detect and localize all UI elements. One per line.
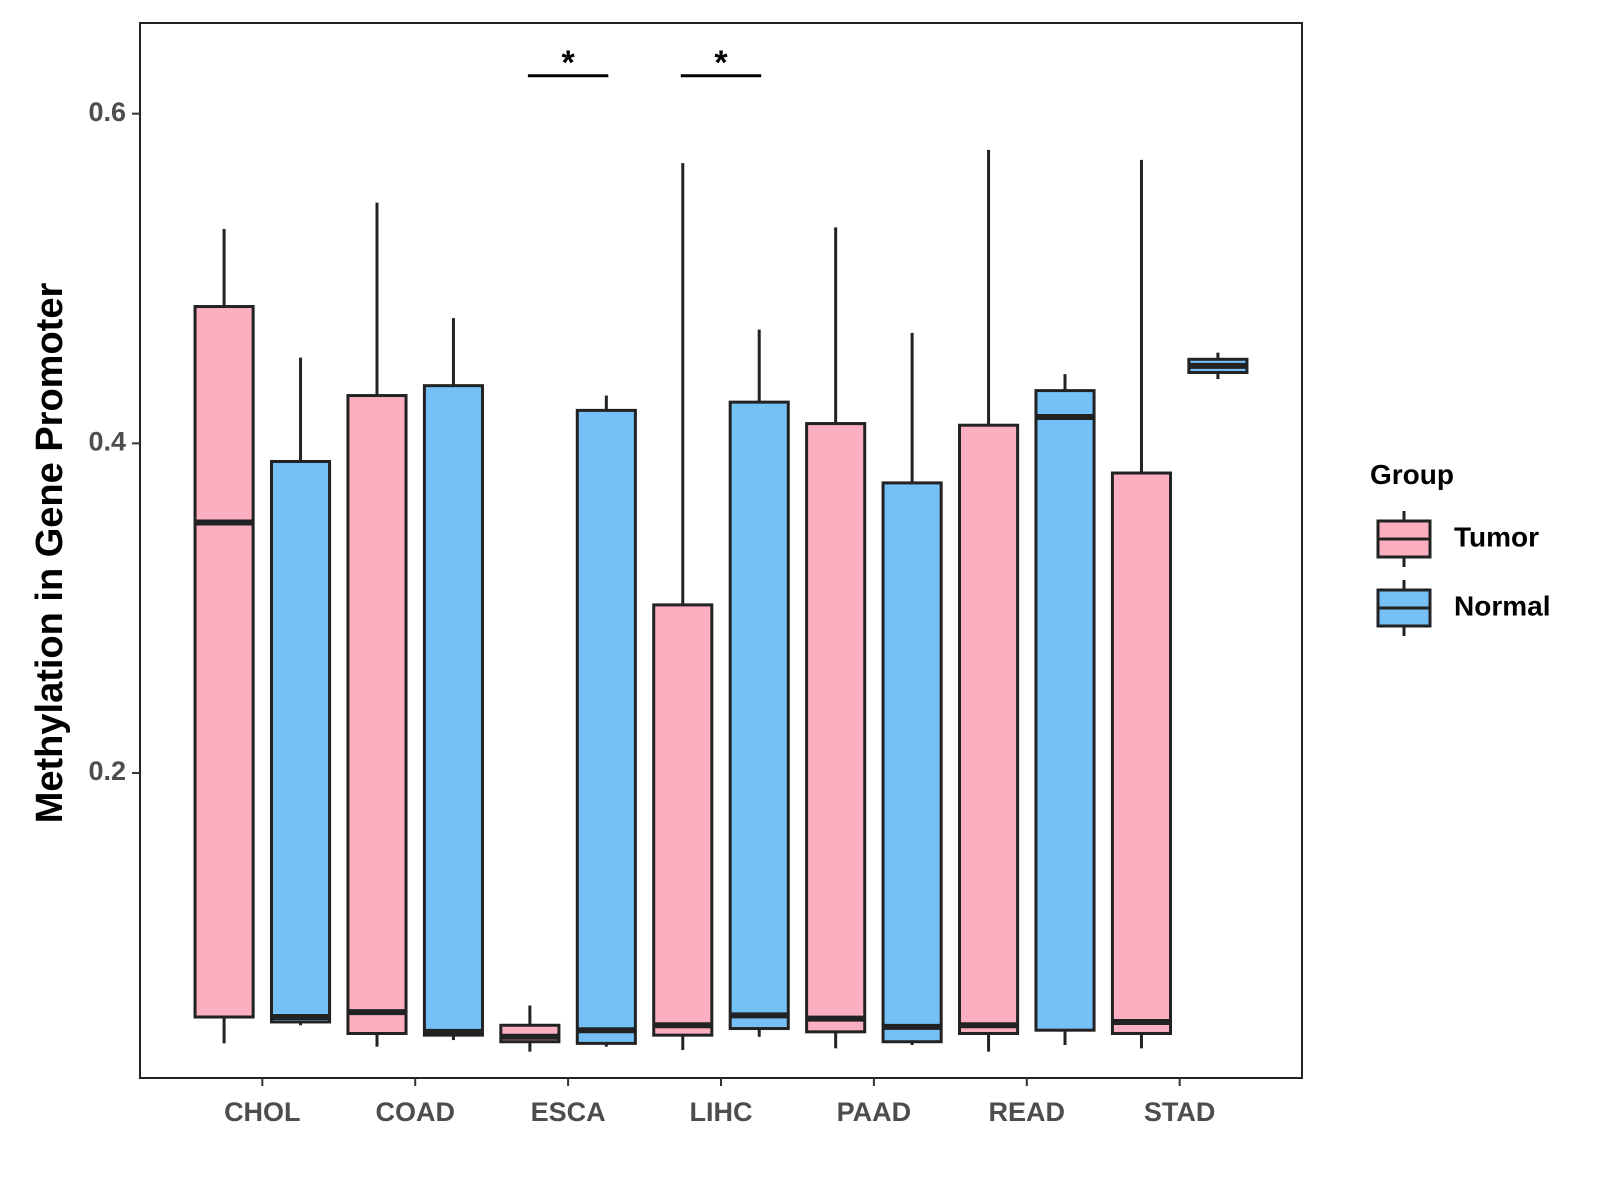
box-tumor-stad (1110, 159, 1173, 1049)
box-tumor-lihc (652, 163, 714, 1050)
x-tick-label: LIHC (690, 1097, 753, 1127)
box-iqr (193, 305, 255, 1019)
y-tick-label: 0.4 (88, 426, 126, 456)
x-tick-label: PAAD (837, 1097, 912, 1127)
box-iqr (958, 423, 1020, 1035)
box-normal-lihc (728, 329, 790, 1037)
legend-key-tumor (1376, 511, 1432, 567)
legend-key-normal (1376, 580, 1432, 636)
box-iqr (881, 481, 943, 1044)
legend-label-tumor: Tumor (1454, 521, 1539, 552)
box-normal-stad (1187, 352, 1249, 380)
significance-star: * (714, 44, 728, 82)
box-tumor-coad (346, 202, 408, 1047)
box-tumor-chol (193, 229, 255, 1044)
x-tick-label: COAD (375, 1097, 455, 1127)
box-normal-paad (881, 332, 943, 1046)
plot-panel (139, 22, 1303, 1079)
box-iqr (652, 603, 714, 1037)
box-iqr (1110, 471, 1173, 1035)
x-axis: CHOL COAD ESCA LIHC PAAD READ STAD (224, 1078, 1215, 1127)
x-tick-label: CHOL (224, 1097, 301, 1127)
box-normal-esca (575, 395, 637, 1047)
box-tumor-esca (499, 1005, 561, 1052)
box-iqr (728, 400, 790, 1031)
y-axis: 0.2 0.4 0.6 (88, 97, 140, 786)
x-tick-label: ESCA (531, 1097, 606, 1127)
box-tumor-read (958, 149, 1020, 1052)
y-tick-label: 0.2 (88, 756, 126, 786)
box-iqr (805, 422, 867, 1034)
box-series (193, 149, 1249, 1052)
legend-label-normal: Normal (1454, 590, 1550, 621)
legend-title: Group (1370, 459, 1454, 490)
box-iqr (1034, 389, 1096, 1032)
box-iqr (269, 459, 332, 1024)
box-iqr (346, 394, 408, 1035)
box-iqr (422, 384, 484, 1037)
legend: Group Tumor Normal (1370, 459, 1550, 636)
x-tick-label: STAD (1144, 1097, 1216, 1127)
x-tick-label: READ (989, 1097, 1066, 1127)
box-normal-read (1034, 374, 1096, 1046)
box-iqr (575, 408, 637, 1045)
y-axis-title: Methylation in Gene Promoter (29, 283, 71, 824)
box-normal-coad (422, 318, 484, 1041)
box-tumor-paad (805, 227, 867, 1049)
y-tick-label: 0.6 (88, 97, 126, 127)
box-normal-chol (269, 357, 332, 1026)
significance-star: * (561, 44, 575, 82)
significance-annotations: * * (527, 44, 762, 82)
